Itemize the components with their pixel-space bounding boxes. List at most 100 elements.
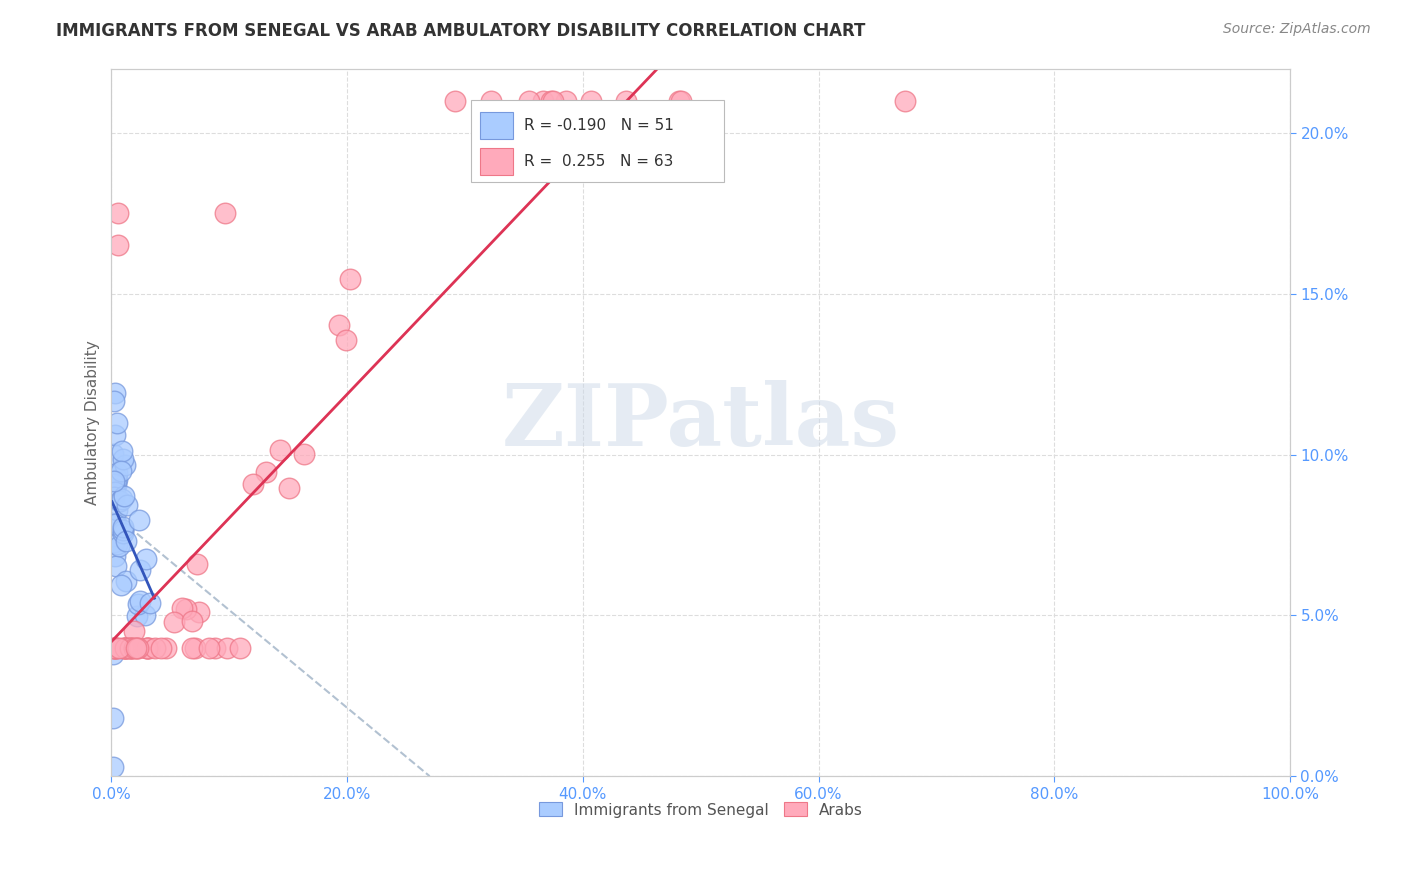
Point [174,602,197,616]
Point [101,647,124,661]
Point [103,490,125,504]
Point [101,759,124,773]
Point [101,483,124,498]
Point [181,614,204,628]
Point [143,640,166,655]
Point [188,605,211,619]
Point [103,640,125,655]
Point [103,394,125,409]
Point [111,443,134,458]
Point [135,552,157,566]
Point [105,640,128,655]
Point [105,472,128,486]
Point [531,94,554,108]
Point [112,452,135,467]
Point [186,558,208,572]
Point [103,534,125,549]
Text: R = -0.190   N = 51: R = -0.190 N = 51 [524,119,673,133]
Point [114,640,136,655]
Point [444,94,467,108]
Point [894,94,917,108]
Legend: Immigrants from Senegal, Arabs: Immigrants from Senegal, Arabs [531,795,870,825]
Point [181,640,204,655]
Point [105,516,128,530]
Point [104,549,127,563]
Point [215,640,238,655]
Point [198,640,221,655]
Point [135,640,157,655]
Point [254,465,277,479]
Point [155,640,177,655]
Point [103,475,125,489]
Point [668,94,690,108]
Point [110,492,132,507]
Point [669,94,692,108]
Point [104,484,127,499]
Point [114,458,136,472]
Point [138,640,160,655]
Point [127,640,149,655]
Point [103,482,125,496]
Point [134,608,156,623]
Point [103,477,125,491]
Point [108,539,131,553]
Point [120,640,142,655]
Text: IMMIGRANTS FROM SENEGAL VS ARAB AMBULATORY DISABILITY CORRELATION CHART: IMMIGRANTS FROM SENEGAL VS ARAB AMBULATO… [56,22,866,40]
Point [120,640,142,655]
Point [115,533,138,548]
Point [105,536,128,550]
Point [129,593,152,607]
Point [128,563,150,577]
Point [242,477,264,491]
Point [554,94,576,108]
Point [127,609,149,624]
Point [114,640,136,655]
Point [111,640,134,655]
Point [104,478,127,492]
Point [614,94,637,108]
FancyBboxPatch shape [481,112,513,139]
Point [339,272,361,286]
Point [278,481,301,495]
Point [104,640,127,655]
Point [184,640,207,655]
Point [120,640,142,655]
Point [135,640,157,655]
Point [170,600,193,615]
Point [328,318,350,333]
Y-axis label: Ambulatory Disability: Ambulatory Disability [86,340,100,505]
Point [104,640,127,655]
Point [540,94,562,108]
Point [104,516,127,531]
Point [104,428,127,442]
Point [115,498,138,512]
FancyBboxPatch shape [481,148,513,175]
Point [105,466,128,480]
Point [105,417,128,431]
Point [104,468,127,483]
Point [107,238,129,252]
Point [139,596,162,610]
Point [108,493,131,508]
Point [105,502,128,516]
Point [292,447,315,461]
Point [127,597,149,611]
Point [479,94,502,108]
Text: ZIPatlas: ZIPatlas [502,380,900,465]
Point [112,489,135,503]
Point [107,640,129,655]
Point [115,640,138,655]
Point [121,640,143,655]
Point [229,640,252,655]
Point [335,333,357,347]
Point [104,385,127,400]
Point [105,558,128,573]
Point [517,94,540,108]
Point [117,640,139,655]
Point [104,467,127,482]
Point [107,206,129,220]
Point [105,474,128,488]
Point [112,526,135,541]
Point [541,94,564,108]
Point [214,206,236,220]
